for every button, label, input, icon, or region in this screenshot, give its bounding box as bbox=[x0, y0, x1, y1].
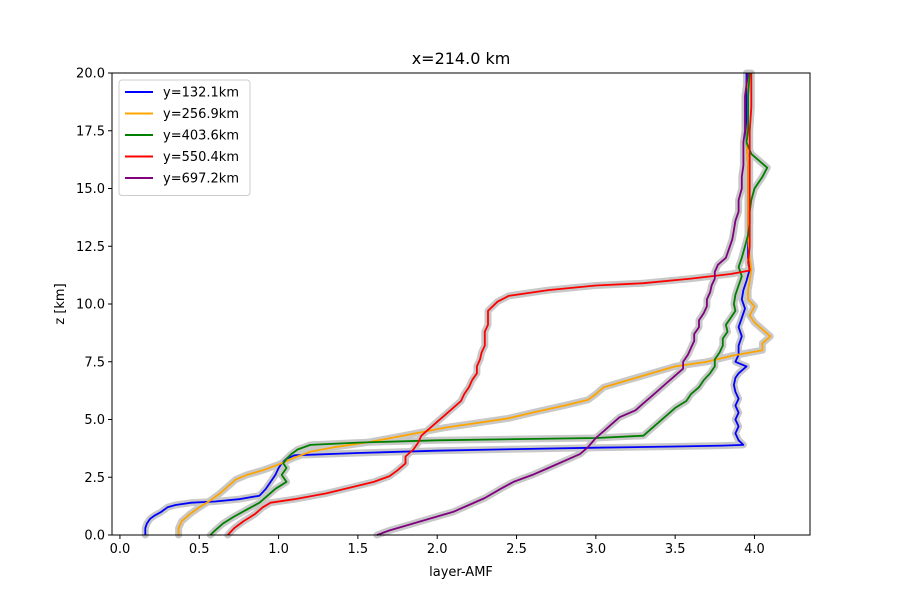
x-tick-label: 1.5 bbox=[348, 542, 369, 557]
y-tick-label: 20.0 bbox=[76, 67, 105, 82]
x-tick-label: 2.5 bbox=[506, 542, 527, 557]
y-axis-label: z [km] bbox=[53, 283, 68, 324]
legend-label: y=403.6km bbox=[163, 129, 239, 144]
legend-label: y=550.4km bbox=[163, 150, 239, 165]
x-axis-label: layer-AMF bbox=[429, 565, 493, 580]
legend-box bbox=[118, 79, 251, 196]
x-tick-label: 1.0 bbox=[268, 542, 289, 557]
uncertainty-band-5 bbox=[373, 69, 752, 539]
series-line-2 bbox=[177, 73, 772, 535]
series-line-5 bbox=[376, 72, 749, 536]
uncertainty-band-2 bbox=[175, 69, 774, 539]
x-tick-label: 3.5 bbox=[665, 542, 686, 557]
legend-label: y=697.2km bbox=[163, 172, 239, 187]
x-tick-label: 0.5 bbox=[189, 542, 210, 557]
y-tick-label: 12.5 bbox=[76, 240, 105, 255]
uncertainty-band-4 bbox=[224, 69, 755, 539]
y-axis-ticks: 0.0 2.5 5.0 7.5 10.0 12.5 15.0 17.5 20.0 bbox=[76, 67, 112, 544]
legend-label: y=256.9km bbox=[163, 107, 239, 122]
x-tick-label: 0.0 bbox=[110, 542, 131, 557]
series-line-3 bbox=[209, 72, 769, 536]
series-lines bbox=[144, 72, 772, 536]
y-tick-label: 17.5 bbox=[76, 124, 105, 139]
y-tick-label: 0.0 bbox=[84, 529, 105, 544]
x-axis-ticks: 0.0 0.5 1.0 1.5 2.0 2.5 3.0 3.5 4.0 bbox=[110, 535, 765, 557]
y-tick-label: 10.0 bbox=[76, 298, 105, 313]
y-tick-label: 7.5 bbox=[84, 355, 105, 370]
series-line-4 bbox=[227, 73, 753, 536]
y-tick-label: 5.0 bbox=[84, 413, 105, 428]
legend: y=132.1km y=256.9km y=403.6km y=550.4km y=69… bbox=[118, 79, 251, 196]
series-line-1 bbox=[144, 73, 751, 535]
uncertainty-band-3 bbox=[206, 69, 771, 539]
x-tick-label: 3.0 bbox=[585, 542, 606, 557]
legend-label: y=132.1km bbox=[163, 86, 239, 101]
chart-title: x=214.0 km bbox=[412, 49, 511, 68]
y-tick-label: 15.0 bbox=[76, 182, 105, 197]
y-tick-label: 2.5 bbox=[84, 471, 105, 486]
x-tick-label: 4.0 bbox=[744, 542, 765, 557]
x-tick-label: 2.0 bbox=[427, 542, 448, 557]
